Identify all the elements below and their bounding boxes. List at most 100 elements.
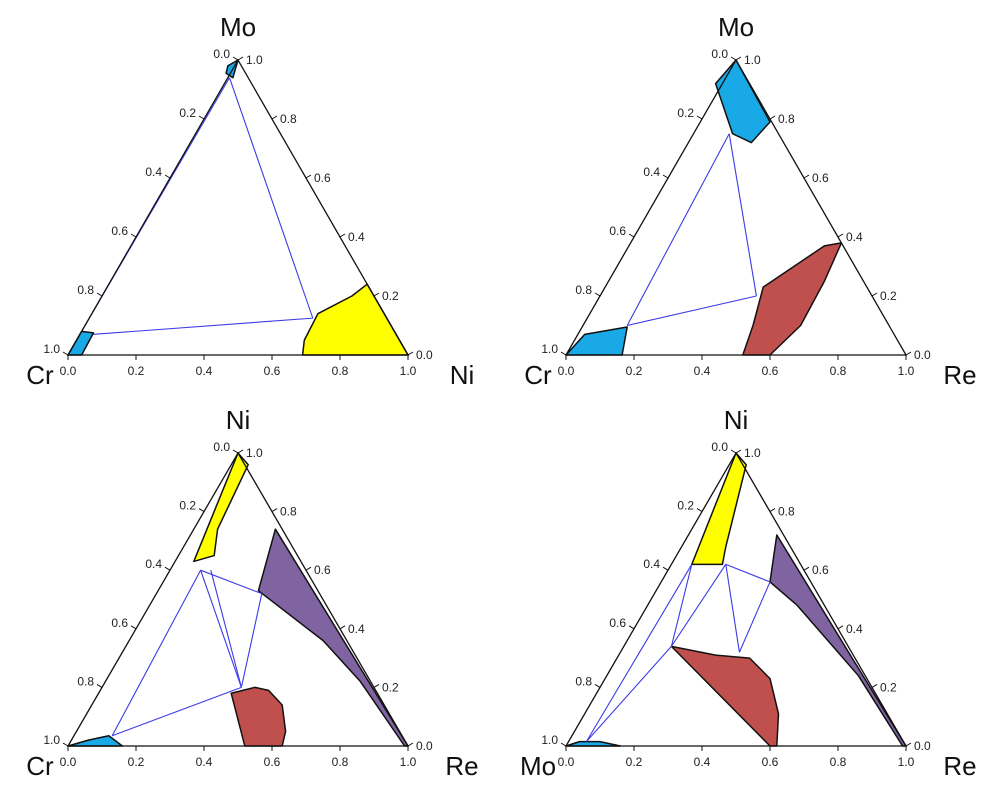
tie-line-mo-cr-ni-2 [93, 317, 313, 335]
tick-mark [130, 625, 137, 630]
tick-label-right: 0.4 [348, 230, 365, 244]
tick-label-left: 0.6 [111, 224, 128, 238]
tick-mark [198, 508, 205, 513]
tick-mark [62, 351, 69, 356]
tick-label-left: 0.4 [643, 165, 660, 179]
tick-label-right: 0.4 [348, 622, 365, 636]
tie-line-ni-mo-re-5 [585, 646, 672, 742]
tick-mark [305, 174, 312, 179]
tick-label-right: 0.0 [914, 348, 931, 362]
tick-label-left: 0.8 [77, 283, 94, 297]
tick-mark [237, 449, 244, 454]
phase-region-ni-mo-re-2 [769, 534, 907, 747]
tick-mark [407, 742, 414, 747]
tick-label-right: 0.0 [914, 739, 931, 753]
tick-mark [730, 56, 737, 61]
tick-mark [560, 742, 567, 747]
tick-label-left: 0.2 [179, 499, 196, 513]
tie-line-mo-cr-ni-1 [228, 77, 314, 319]
phase-region-ni-cr-re-0 [193, 452, 249, 563]
tick-mark [662, 566, 669, 571]
triangle-frame [66, 451, 410, 747]
phase-region-mo-cr-re-1 [565, 326, 628, 356]
tick-label-right: 0.6 [812, 563, 829, 577]
tick-label-bottom: 0.0 [558, 755, 575, 769]
tick-label-bottom: 0.4 [694, 364, 711, 378]
tick-mark [232, 56, 239, 61]
tick-mark [305, 566, 312, 571]
triangle-frame [564, 58, 908, 356]
tick-label-left: 0.6 [609, 224, 626, 238]
tick-mark [769, 115, 776, 120]
tick-mark [339, 625, 346, 630]
tick-mark [730, 449, 737, 454]
tick-mark [560, 351, 567, 356]
tick-mark [407, 351, 414, 356]
tick-label-left: 0.2 [677, 106, 694, 120]
tie-line-ni-mo-re-2 [670, 564, 727, 647]
tick-mark [662, 174, 669, 179]
tick-label-bottom: 0.6 [264, 755, 281, 769]
tie-line-ni-mo-re-4 [738, 581, 771, 653]
apex-label-top: Ni [226, 405, 251, 435]
apex-label-top: Ni [724, 405, 749, 435]
tick-mark [164, 566, 171, 571]
tick-label-bottom: 0.0 [60, 755, 77, 769]
apex-label-left: Cr [26, 360, 54, 390]
tick-label-left: 0.6 [111, 616, 128, 630]
tick-label-right: 0.0 [416, 739, 433, 753]
tick-mark [594, 292, 601, 297]
phase-region-mo-cr-ni-1 [67, 330, 95, 356]
tie-line-ni-cr-re-4 [240, 593, 263, 688]
tick-label-bottom: 0.6 [264, 364, 281, 378]
tick-label-bottom: 0.6 [762, 364, 779, 378]
tie-line-ni-cr-re-0 [111, 569, 202, 737]
tie-line-mo-cr-re-2 [627, 295, 757, 327]
tick-label-bottom: 0.4 [196, 364, 213, 378]
tick-mark [62, 742, 69, 747]
tick-label-right: 1.0 [246, 53, 263, 67]
tick-mark [769, 508, 776, 513]
triangle-frame [66, 58, 410, 356]
tick-label-left: 0.4 [145, 165, 162, 179]
tick-label-bottom: 0.2 [626, 755, 643, 769]
tick-mark [628, 625, 635, 630]
tick-label-right: 0.4 [846, 230, 863, 244]
tick-label-right: 1.0 [744, 446, 761, 460]
tick-label-bottom: 0.2 [128, 755, 145, 769]
tick-mark [837, 625, 844, 630]
tick-label-bottom: 0.8 [830, 755, 847, 769]
tick-label-right: 0.2 [880, 289, 897, 303]
ternary-panel-ni-mo-re: 0.00.0 1.00.20.2 0.80.40.4 0.60.60.6 0.40.80… [520, 405, 977, 781]
ternary-panel-mo-cr-re: 0.00.0 1.00.20.2 0.80.40.4 0.60.60.6 0.40.80… [524, 12, 976, 390]
tick-label-bottom: 0.8 [332, 755, 349, 769]
tick-label-left: 0.8 [575, 283, 592, 297]
tick-label-left: 0.0 [213, 440, 230, 454]
tie-line-ni-cr-re-5 [112, 686, 242, 737]
tick-label-bottom: 1.0 [898, 755, 915, 769]
tick-label-bottom: 0.0 [558, 364, 575, 378]
phase-region-ni-mo-re-3 [670, 645, 780, 747]
tick-label-left: 1.0 [43, 733, 60, 747]
tick-label-left: 1.0 [541, 733, 558, 747]
tick-mark [232, 449, 239, 454]
tick-label-bottom: 0.2 [626, 364, 643, 378]
tick-label-right: 0.6 [812, 171, 829, 185]
tick-mark [96, 292, 103, 297]
tick-label-right: 1.0 [246, 446, 263, 460]
tick-label-right: 0.8 [778, 112, 795, 126]
tick-mark [871, 683, 878, 688]
apex-label-top: Mo [220, 12, 256, 42]
tick-label-right: 0.0 [416, 348, 433, 362]
tie-line-ni-cr-re-1 [200, 570, 242, 688]
tick-label-bottom: 0.2 [128, 364, 145, 378]
tick-label-left: 0.0 [711, 47, 728, 61]
tick-label-bottom: 0.4 [694, 755, 711, 769]
tick-label-left: 1.0 [43, 342, 60, 356]
tick-label-bottom: 0.8 [332, 364, 349, 378]
tick-mark [696, 508, 703, 513]
tick-label-left: 0.8 [575, 674, 592, 688]
tick-mark [735, 449, 742, 454]
apex-label-left: Mo [520, 751, 556, 781]
apex-label-right: Ni [450, 360, 475, 390]
